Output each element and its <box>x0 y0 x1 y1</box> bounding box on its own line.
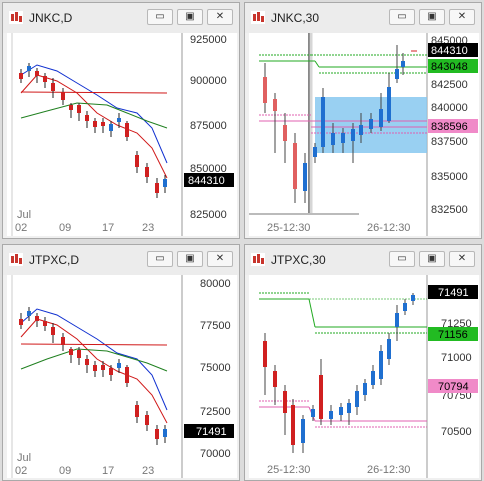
time-axis: 25-12:30 26-12:30 <box>267 222 410 234</box>
window-titlebar[interactable]: JTPXC,30 ▭ ▣ ✕ <box>245 245 481 275</box>
window-title: JNKC,D <box>29 11 73 25</box>
tick-label: 837500 <box>431 136 468 148</box>
window-title: JTPXC,30 <box>271 253 326 267</box>
x-label: 26-12:30 <box>367 222 410 234</box>
time-axis: Jul 02 09 17 23 <box>15 452 154 477</box>
chart-area[interactable]: 71250 71000 70750 70500 71491 71156 7079… <box>249 275 479 478</box>
window-title: JNKC,30 <box>271 11 320 25</box>
chart-app-icon <box>251 253 265 266</box>
price-tag-text: 71491 <box>438 287 469 299</box>
pink-level-tag <box>428 119 478 133</box>
chart-app-icon <box>251 11 265 24</box>
x-label: 02 <box>15 222 27 234</box>
x-label: 23 <box>142 465 154 477</box>
red-level-line <box>20 91 168 94</box>
tick-label: 75000 <box>200 362 231 374</box>
x-label: 09 <box>59 465 71 477</box>
pink-level-tag-text: 70794 <box>438 381 469 393</box>
x-label: 23 <box>142 222 154 234</box>
pink-level-tag <box>428 379 478 393</box>
maximize-button[interactable]: ▣ <box>419 9 445 25</box>
price-tag <box>428 285 478 299</box>
tick-label: 77500 <box>200 320 231 332</box>
x-label: 26-12:30 <box>367 464 410 476</box>
tick-label: 70000 <box>200 448 231 460</box>
x-label: 25-12:30 <box>267 222 310 234</box>
green-levels <box>259 292 427 334</box>
chart-app-icon <box>9 253 23 266</box>
chart-area[interactable]: 80000 77500 75000 72500 70000 71491 Jul … <box>7 275 237 478</box>
red-level-line <box>20 343 168 346</box>
x-label: Jul <box>17 209 31 221</box>
chart-area[interactable]: 925000 900000 875000 850000 825000 84431… <box>7 33 237 236</box>
maximize-button[interactable]: ▣ <box>419 251 445 267</box>
candles <box>19 63 167 198</box>
close-button[interactable]: ✕ <box>207 9 233 25</box>
price-tag <box>184 424 234 438</box>
price-tag-text: 844310 <box>188 175 225 187</box>
tick-label: 832500 <box>431 204 468 216</box>
green-level-tag-text: 843048 <box>431 61 468 73</box>
time-axis: 25-12:30 26-12:30 <box>267 464 410 476</box>
x-label: Jul <box>17 452 31 464</box>
x-label: 17 <box>102 222 114 234</box>
time-axis: Jul 02 09 17 23 <box>15 209 154 234</box>
price-axis: 80000 77500 75000 72500 70000 <box>200 278 231 460</box>
window-title: JTPXC,D <box>29 253 80 267</box>
green-level-tag-text: 71156 <box>438 329 468 341</box>
green-ma-line <box>20 102 168 129</box>
x-label: 25-12:30 <box>267 464 310 476</box>
tick-label: 900000 <box>190 75 227 87</box>
green-level-tag <box>428 327 478 341</box>
close-button[interactable]: ✕ <box>207 251 233 267</box>
chart-app-icon <box>9 11 23 24</box>
x-label: 02 <box>15 465 27 477</box>
pink-level-tag-text: 838596 <box>431 121 468 133</box>
chart-window-jtpxc-30min[interactable]: JTPXC,30 ▭ ▣ ✕ <box>244 244 482 481</box>
chart-window-jnkc-30min[interactable]: JNKC,30 ▭ ▣ ✕ <box>244 2 482 239</box>
tick-label: 80000 <box>200 278 231 290</box>
tick-label: 835000 <box>431 171 468 183</box>
close-button[interactable]: ✕ <box>449 251 475 267</box>
price-tag <box>428 43 478 57</box>
maximize-button[interactable]: ▣ <box>177 9 203 25</box>
tick-label: 825000 <box>190 209 227 221</box>
chart-window-jnkc-daily[interactable]: JNKC,D ▭ ▣ ✕ <box>2 2 240 239</box>
minimize-button[interactable]: ▭ <box>389 9 415 25</box>
maximize-button[interactable]: ▣ <box>177 251 203 267</box>
candles <box>19 307 167 445</box>
tick-label: 70500 <box>441 426 472 438</box>
minimize-button[interactable]: ▭ <box>147 9 173 25</box>
window-titlebar[interactable]: JNKC,30 ▭ ▣ ✕ <box>245 3 481 33</box>
tick-label: 72500 <box>200 406 231 418</box>
chart-area[interactable]: 845000 842500 840000 837500 835000 83250… <box>249 33 479 236</box>
blue-ma-line <box>20 308 168 411</box>
tick-label: 842500 <box>431 79 468 91</box>
tick-label: 875000 <box>190 120 227 132</box>
candles <box>263 45 417 203</box>
tick-label: 840000 <box>431 102 468 114</box>
tick-label: 71000 <box>441 352 472 364</box>
price-tag-text: 844310 <box>431 45 468 57</box>
green-ma-line <box>20 348 168 372</box>
green-level-tag <box>428 59 478 73</box>
x-label: 17 <box>102 465 114 477</box>
price-tag-text: 71491 <box>196 426 227 438</box>
price-axis: 845000 842500 840000 837500 835000 83250… <box>431 35 468 216</box>
chart-window-jtpxc-daily[interactable]: JTPXC,D ▭ ▣ ✕ <box>2 244 240 481</box>
tick-label: 850000 <box>190 163 227 175</box>
close-button[interactable]: ✕ <box>449 9 475 25</box>
green-levels <box>259 54 427 74</box>
price-tag <box>184 173 234 187</box>
candles <box>263 293 415 453</box>
minimize-button[interactable]: ▭ <box>147 251 173 267</box>
blue-ma-line <box>20 64 168 164</box>
tick-label: 925000 <box>190 34 227 46</box>
window-titlebar[interactable]: JNKC,D ▭ ▣ ✕ <box>3 3 239 33</box>
x-label: 09 <box>59 222 71 234</box>
minimize-button[interactable]: ▭ <box>389 251 415 267</box>
price-axis: 925000 900000 875000 850000 825000 <box>190 34 227 221</box>
session-divider <box>249 33 311 215</box>
window-titlebar[interactable]: JTPXC,D ▭ ▣ ✕ <box>3 245 239 275</box>
